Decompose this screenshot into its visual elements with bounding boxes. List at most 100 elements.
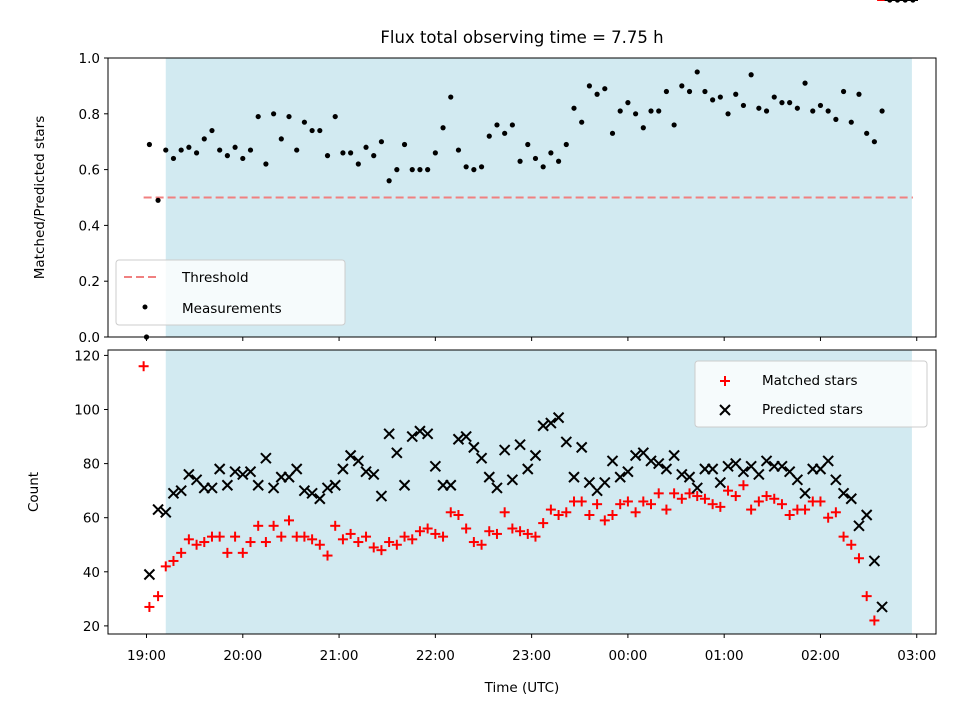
measurement-point — [494, 122, 500, 128]
measurement-point — [193, 150, 200, 156]
matched-star-point — [299, 531, 310, 542]
x-tick-label: 01:00 — [705, 648, 744, 664]
matched-star-point — [191, 539, 202, 550]
predicted-star-point — [645, 455, 657, 467]
predicted-star-point — [799, 487, 811, 500]
measurement-point — [209, 127, 215, 134]
measurement-point — [740, 102, 747, 109]
measurement-point — [286, 113, 292, 120]
measurement-point — [502, 130, 508, 136]
measurement-point — [425, 167, 431, 173]
matched-star-point — [138, 361, 149, 372]
predicted-star-point — [445, 479, 457, 491]
measurement-point — [594, 91, 600, 97]
matched-star-point — [160, 561, 171, 572]
predicted-star-point — [868, 555, 881, 567]
matched-star-point — [345, 528, 356, 539]
predicted-star-point — [321, 482, 334, 494]
measurement-point — [278, 136, 284, 142]
matched-star-point — [723, 485, 734, 496]
top-y-axis-label: Matched/Predicted stars — [32, 116, 48, 279]
matched-star-point — [545, 504, 556, 515]
measurement-point — [779, 100, 785, 106]
predicted-star-point — [552, 411, 565, 424]
measurement-point — [602, 86, 608, 92]
measurement-point — [363, 144, 369, 150]
matched-star-point — [430, 528, 441, 539]
y-tick-label: 80 — [83, 457, 100, 473]
matched-star-point — [846, 539, 857, 550]
matched-star-point — [330, 520, 341, 531]
predicted-star-point — [837, 487, 850, 500]
matched-star-point — [707, 499, 718, 510]
measurement-point — [825, 108, 831, 114]
predicted-star-point — [853, 520, 865, 532]
top-axes-frame — [107, 57, 937, 338]
measurement-point — [848, 119, 854, 125]
predicted-star-point — [229, 466, 241, 478]
measurement-point — [694, 69, 700, 75]
measurement-point — [555, 158, 562, 164]
top-legend-box — [115, 259, 346, 326]
legend-predicted-swatch — [719, 404, 731, 416]
predicted-star-point — [606, 455, 619, 467]
matched-star-point — [253, 520, 264, 531]
measurement-point — [348, 150, 354, 156]
x-axis-label: Time (UTC) — [484, 680, 560, 696]
matched-star-point — [646, 499, 657, 510]
matched-star-point — [484, 526, 495, 537]
measurement-point — [224, 153, 230, 159]
measurement-point — [733, 91, 739, 97]
matched-star-point — [230, 531, 241, 542]
measurement-point — [155, 197, 161, 203]
measurement-point — [163, 147, 169, 153]
predicted-star-point — [298, 484, 311, 497]
predicted-star-point — [529, 449, 542, 462]
predicted-star-point — [568, 471, 580, 483]
matched-star-point — [376, 545, 387, 556]
predicted-star-point — [560, 436, 572, 448]
measurement-point — [609, 130, 616, 136]
y-tick-label: 60 — [83, 511, 100, 527]
matched-star-point — [776, 499, 787, 510]
predicted-stars-points — [143, 0, 918, 613]
x-tick-label: 23:00 — [512, 648, 551, 664]
measurement-point — [340, 150, 346, 156]
matched-star-point — [361, 531, 372, 542]
predicted-star-point — [475, 452, 488, 464]
predicted-star-point — [152, 503, 164, 516]
predicted-star-point — [714, 476, 727, 489]
y-tick-label: 0.8 — [79, 107, 100, 123]
measurement-point — [810, 108, 816, 114]
matched-star-point — [445, 507, 456, 518]
predicted-star-point — [206, 482, 218, 494]
measurement-point — [525, 141, 531, 148]
measurement-point — [563, 141, 569, 148]
measurement-point — [656, 108, 662, 114]
predicted-star-point — [737, 466, 750, 478]
y-tick-label: 0.0 — [79, 330, 100, 346]
predicted-star-point — [460, 430, 472, 443]
measurement-point — [471, 167, 477, 173]
matched-star-point — [769, 493, 780, 504]
matched-star-point — [407, 534, 418, 545]
matched-star-point — [214, 531, 225, 542]
predicted-star-point — [414, 425, 426, 437]
matched-star-point — [199, 537, 210, 548]
bottom-legend: Matched stars Predicted stars — [694, 360, 928, 428]
matched-stars-points — [138, 0, 918, 626]
predicted-star-point — [683, 471, 696, 483]
measurement-point — [840, 88, 847, 95]
predicted-star-point — [522, 463, 534, 475]
predicted-star-point — [375, 490, 388, 502]
matched-star-point — [368, 542, 379, 553]
matched-star-point — [584, 509, 595, 520]
y-tick-label: 0.4 — [79, 218, 100, 234]
measurement-point — [146, 141, 152, 148]
predicted-star-point — [629, 449, 642, 462]
matched-star-point — [699, 493, 710, 504]
matched-star-point — [830, 507, 841, 518]
predicted-star-point — [213, 463, 226, 475]
matched-star-point — [499, 507, 510, 518]
predicted-star-point — [267, 482, 280, 494]
